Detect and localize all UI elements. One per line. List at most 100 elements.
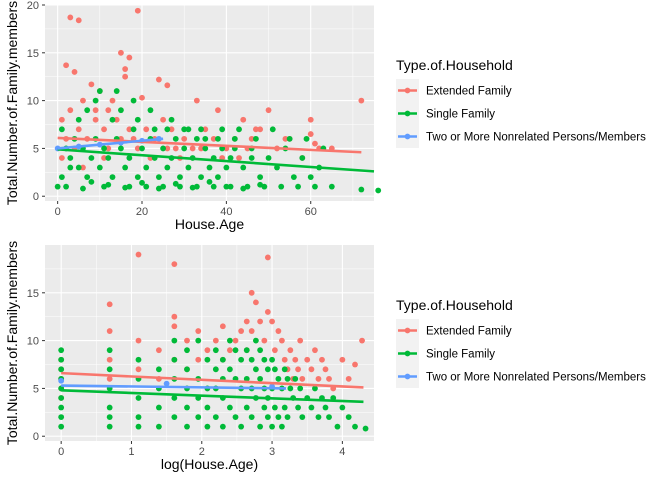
data-point-0	[319, 356, 325, 363]
y-tick-label: 10	[27, 96, 39, 108]
legend-label: Extended Family	[426, 86, 512, 98]
data-point-0	[171, 313, 178, 320]
data-point-1	[334, 423, 341, 430]
data-point-1	[219, 356, 226, 363]
data-point-1	[198, 126, 204, 133]
data-point-0	[164, 82, 171, 89]
data-point-1	[198, 174, 204, 180]
data-point-1	[106, 347, 113, 354]
data-point-1	[147, 107, 154, 114]
data-point-1	[315, 414, 322, 420]
y-tick-label: 20	[27, 0, 39, 12]
data-point-0	[80, 164, 86, 171]
data-point-1	[279, 423, 285, 430]
data-point-0	[308, 366, 315, 373]
data-point-1	[84, 107, 91, 114]
data-point-1	[271, 366, 278, 373]
data-point-1	[292, 375, 299, 382]
data-point-1	[58, 414, 65, 420]
data-point-0	[212, 337, 219, 344]
data-point-1	[172, 135, 179, 142]
data-point-1	[240, 185, 247, 192]
data-point-0	[126, 126, 133, 133]
data-point-0	[71, 69, 78, 75]
data-point-2	[58, 377, 65, 384]
data-point-1	[155, 423, 162, 430]
data-point-1	[210, 183, 217, 190]
data-point-1	[303, 135, 310, 142]
data-point-1	[278, 183, 285, 190]
data-point-0	[264, 254, 271, 261]
data-point-1	[299, 155, 306, 161]
data-point-1	[58, 347, 65, 354]
data-point-0	[195, 328, 202, 334]
data-point-0	[297, 337, 304, 344]
data-point-0	[105, 107, 112, 114]
data-point-1	[212, 347, 219, 354]
data-point-0	[339, 356, 346, 363]
data-point-2	[163, 380, 170, 387]
data-point-1	[80, 185, 86, 192]
data-point-1	[215, 174, 221, 180]
data-point-1	[322, 404, 329, 411]
data-point-1	[106, 423, 113, 430]
data-point-1	[243, 347, 250, 354]
data-point-1	[105, 155, 112, 161]
data-point-1	[290, 174, 297, 180]
data-point-1	[75, 164, 82, 171]
data-point-1	[101, 145, 107, 152]
data-point-1	[269, 126, 276, 133]
data-point-1	[328, 183, 335, 190]
data-point-0	[113, 116, 120, 123]
legend-key-point	[404, 327, 411, 334]
data-point-1	[257, 347, 264, 354]
data-point-0	[226, 347, 233, 354]
data-point-0	[243, 318, 250, 325]
data-point-1	[252, 366, 259, 373]
data-point-0	[204, 347, 211, 354]
data-point-0	[252, 126, 259, 133]
data-point-1	[345, 414, 352, 420]
data-point-1	[106, 404, 113, 411]
data-point-1	[226, 404, 233, 411]
data-point-0	[67, 107, 74, 114]
data-point-1	[312, 183, 318, 190]
data-point-1	[155, 366, 162, 373]
data-point-1	[226, 337, 233, 344]
data-point-0	[80, 97, 86, 104]
data-point-1	[171, 414, 178, 420]
legend-key-point	[404, 350, 411, 357]
data-point-0	[281, 356, 288, 363]
data-point-0	[135, 251, 142, 258]
data-point-1	[118, 145, 124, 152]
data-point-1	[202, 145, 209, 152]
trend-line-1	[61, 389, 364, 404]
data-point-0	[304, 356, 311, 363]
legend-label: Single Family	[426, 109, 495, 121]
legend: Type.of.Household Extended Family Single F…	[396, 57, 646, 148]
data-point-0	[101, 126, 107, 133]
data-point-0	[193, 97, 200, 104]
data-point-0	[238, 328, 245, 334]
data-point-0	[75, 126, 82, 133]
data-point-1	[135, 356, 142, 363]
data-point-1	[184, 404, 190, 411]
data-point-0	[122, 66, 129, 72]
data-point-1	[227, 155, 234, 161]
data-point-1	[134, 174, 141, 180]
data-point-1	[88, 178, 95, 185]
data-point-1	[261, 404, 268, 411]
data-point-0	[134, 7, 141, 14]
data-point-0	[106, 301, 113, 308]
data-point-1	[271, 404, 278, 411]
data-point-1	[243, 375, 250, 382]
data-point-1	[88, 155, 95, 161]
data-point-0	[58, 116, 65, 123]
data-point-0	[252, 299, 259, 306]
data-point-1	[204, 404, 211, 411]
x-tick-label: 3	[269, 446, 275, 458]
trend-line-0	[61, 371, 364, 389]
data-point-1	[185, 164, 192, 171]
data-point-1	[212, 414, 219, 420]
y-axis-title: Total.Number.of.Family.members	[4, 1, 20, 205]
